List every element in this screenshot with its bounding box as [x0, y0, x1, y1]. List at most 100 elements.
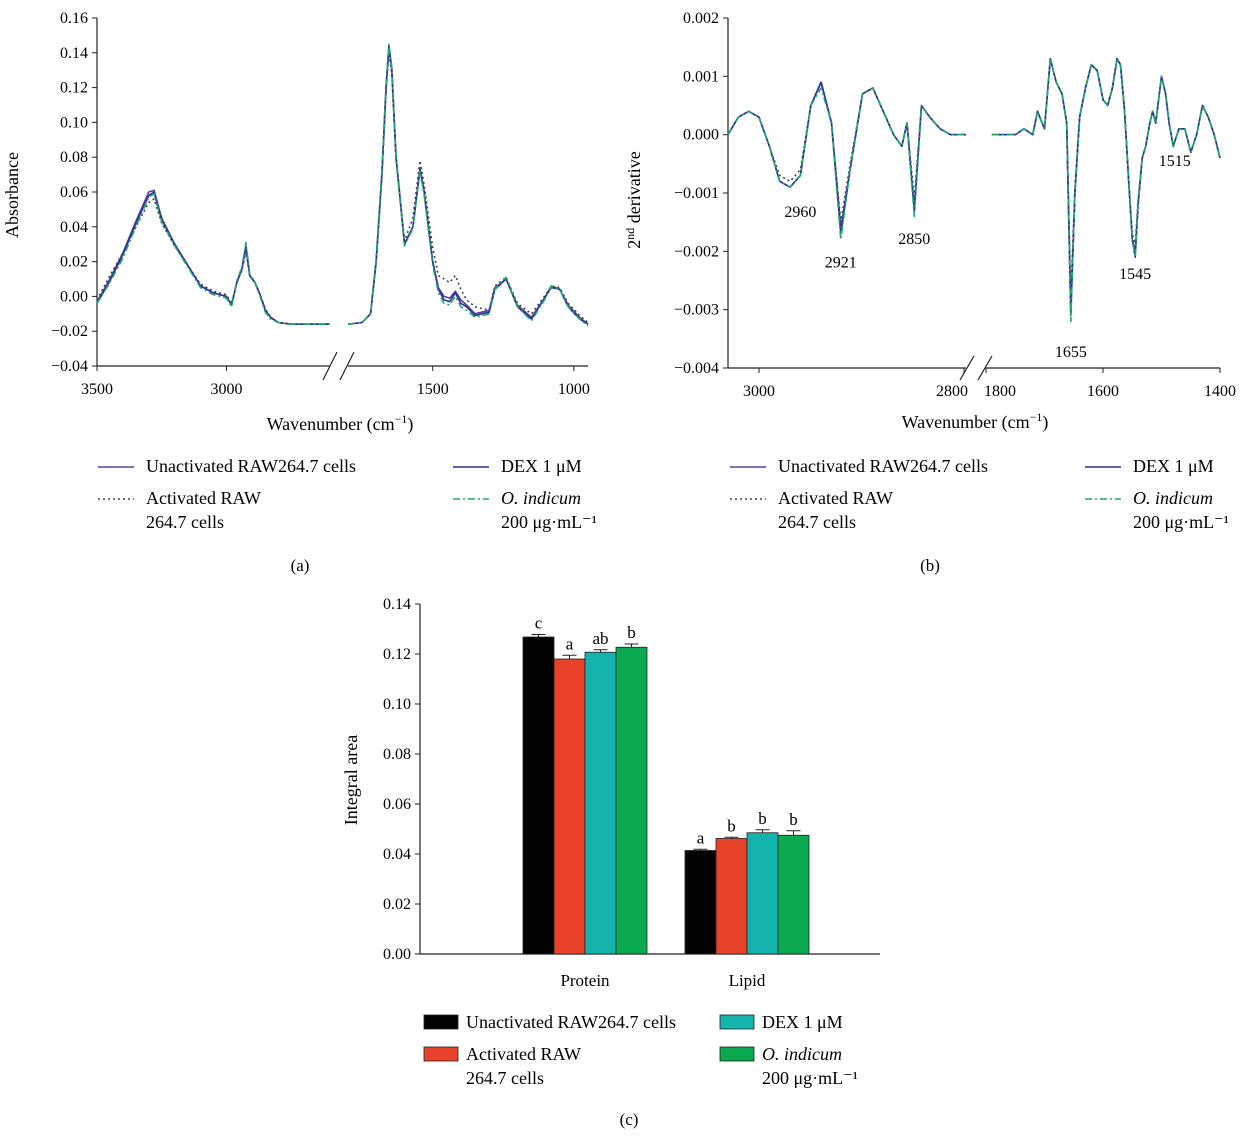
panel-c-category-label: Protein	[560, 971, 610, 990]
panel-a-series-line	[347, 44, 589, 325]
panel-a-x-axis-label: Wavenumber (cm−1)	[267, 412, 414, 435]
panel-b-series-line	[991, 57, 1221, 311]
panel-a-y-tick-label: 0.10	[60, 114, 88, 131]
panel-b-y-tick-label: −0.001	[674, 185, 719, 202]
panel-c-integral-area-bars: 0.14 0.12 0.10 0.08 0.06 0.04 0.02 0.00 Protein L…	[341, 596, 880, 1129]
panel-c-y-tick-label: 0.10	[383, 696, 411, 713]
panel-b-y-tick-label: 0.000	[683, 127, 719, 144]
panel-c-bar	[746, 832, 779, 955]
panel-c-category-label: Lipid	[729, 971, 766, 990]
panel-a-axes: 0.16 0.14 0.12 0.10 0.08 0.06 0.04 0.02 0.00 −0.0…	[51, 10, 590, 398]
panel-c-legend-swatch	[423, 1014, 459, 1030]
panel-a-legend-label: 200 μg·mL⁻¹	[501, 512, 597, 532]
panel-b-legend-label: O. indicum	[1133, 488, 1213, 508]
panel-b-axis-break-mark	[977, 355, 993, 381]
panel-c-bar	[684, 850, 717, 955]
panel-c-bar	[715, 838, 748, 955]
panel-a-legend-label: DEX 1 μM	[501, 456, 582, 476]
panel-c-significance-letter: ab	[592, 629, 608, 648]
panel-c-significance-letter: a	[566, 634, 574, 653]
panel-c-significance-letter: b	[789, 810, 798, 829]
panel-b-peak-label: 1545	[1119, 266, 1151, 283]
panel-c-y-tick-label: 0.14	[383, 596, 411, 613]
panel-b-y-tick-label: −0.004	[674, 360, 719, 377]
panel-b-peak-label: 1655	[1055, 344, 1087, 361]
panel-b-series-line	[727, 81, 966, 229]
panel-b-label: (b)	[920, 556, 940, 575]
panel-b-y-tick-label: 0.002	[683, 10, 719, 27]
panel-c-legend-swatch	[719, 1046, 755, 1062]
panel-a-series-line	[96, 198, 330, 326]
panel-c-legend-label: Activated RAW	[466, 1044, 581, 1064]
panel-c-significance-letter: c	[535, 614, 543, 633]
panel-a-y-tick-label: −0.04	[51, 358, 88, 375]
panel-c-bar	[615, 646, 648, 955]
panel-b-legend-label: 264.7 cells	[778, 512, 856, 532]
panel-b-second-derivative: 0.002 0.001 0.000 −0.001 −0.002 −0.003 −0.004 3…	[623, 10, 1236, 575]
panel-b-legend-label: DEX 1 μM	[1133, 456, 1214, 476]
panel-b-x-tick-label: 1600	[1087, 383, 1119, 400]
panel-b-legend-label: Activated RAW	[778, 488, 893, 508]
panel-b-peak-label: 1515	[1159, 153, 1191, 170]
panel-b-peak-annotations: 2960 2921 2850 1655 1545 1515	[784, 153, 1190, 361]
panel-a-legend-label: Unactivated RAW264.7 cells	[146, 456, 356, 476]
panel-b-axes: 0.002 0.001 0.000 −0.001 −0.002 −0.003 −0.004 3…	[674, 10, 1236, 400]
panel-a-axis-break-mark	[322, 351, 338, 381]
panel-c-bar	[522, 636, 555, 955]
panel-a-y-axis-label: Absorbance	[2, 152, 22, 238]
panel-b-legend-label: Unactivated RAW264.7 cells	[778, 456, 988, 476]
panel-a-y-tick-label: 0.00	[60, 288, 88, 305]
panel-c-axes: 0.14 0.12 0.10 0.08 0.06 0.04 0.02 0.00 Protein L…	[383, 596, 880, 990]
panel-c-y-tick-label: 0.02	[383, 896, 411, 913]
panel-a-y-tick-label: 0.12	[60, 80, 88, 97]
panel-c-legend-label: Unactivated RAW264.7 cells	[466, 1012, 676, 1032]
panel-b-y-tick-label: 0.001	[683, 68, 719, 85]
panel-a-series-line	[347, 51, 589, 325]
panel-a-legend-label: 264.7 cells	[146, 512, 224, 532]
panel-b-series-line	[991, 57, 1221, 299]
panel-c-y-tick-label: 0.08	[383, 746, 411, 763]
panel-c-label: (c)	[620, 1110, 639, 1129]
panel-c-significance-letter: b	[758, 809, 767, 828]
panel-a-series-line	[96, 189, 330, 326]
panel-c-significance-letter: b	[627, 623, 636, 642]
panel-b-series-line	[991, 57, 1221, 323]
panel-a-series-lines	[96, 43, 589, 327]
panel-b-peak-label: 2960	[784, 204, 816, 221]
panel-c-legend-label: DEX 1 μM	[762, 1012, 843, 1032]
panel-b-peak-label: 2850	[898, 231, 930, 248]
panel-a-axis-break-mark	[339, 351, 355, 381]
panel-a-legend-label: Activated RAW	[146, 488, 261, 508]
panel-c-legend-swatch	[423, 1046, 459, 1062]
panel-a-series-line	[347, 43, 589, 327]
panel-b-series-line	[727, 87, 966, 241]
panel-a-series-line	[347, 46, 589, 325]
panel-c-legend-label: 200 μg·mL⁻¹	[762, 1068, 858, 1088]
panel-b-x-tick-label: 3000	[743, 383, 775, 400]
panel-a-x-tick-label: 1000	[558, 381, 590, 398]
panel-b-series-line	[727, 81, 966, 235]
panel-a-absorbance-spectrum: 0.16 0.14 0.12 0.10 0.08 0.06 0.04 0.02 0.00 −0.0…	[2, 10, 597, 575]
panel-c-legend-label: O. indicum	[762, 1044, 842, 1064]
panel-a-legend-label: O. indicum	[501, 488, 581, 508]
panel-b-y-axis-label: 2nd derivative	[623, 151, 644, 248]
panel-a-y-tick-label: 0.02	[60, 254, 88, 271]
panel-b-peak-label: 2921	[825, 255, 857, 272]
panel-b-axis-break-mark	[959, 355, 975, 381]
panel-b-x-axis-label: Wavenumber (cm−1)	[902, 410, 1049, 433]
panel-a-y-tick-label: 0.16	[60, 10, 88, 27]
panel-c-y-tick-label: 0.00	[383, 946, 411, 963]
panel-b-y-tick-label: −0.002	[674, 243, 719, 260]
panel-a-y-tick-label: 0.06	[60, 184, 88, 201]
panel-a-x-tick-label: 3500	[81, 381, 113, 398]
panel-c-y-axis-label: Integral area	[341, 735, 361, 825]
panel-a-x-tick-label: 1500	[417, 381, 449, 398]
panel-c-legend: Unactivated RAW264.7 cells DEX 1 μM Activa…	[423, 1012, 858, 1088]
panel-c-y-tick-label: 0.12	[383, 646, 411, 663]
panel-b-series-lines	[727, 57, 1221, 323]
panel-a-y-tick-label: 0.08	[60, 149, 88, 166]
panel-a-series-line	[96, 191, 330, 326]
panel-b-series-line	[727, 81, 966, 223]
panel-a-y-tick-label: −0.02	[51, 323, 88, 340]
